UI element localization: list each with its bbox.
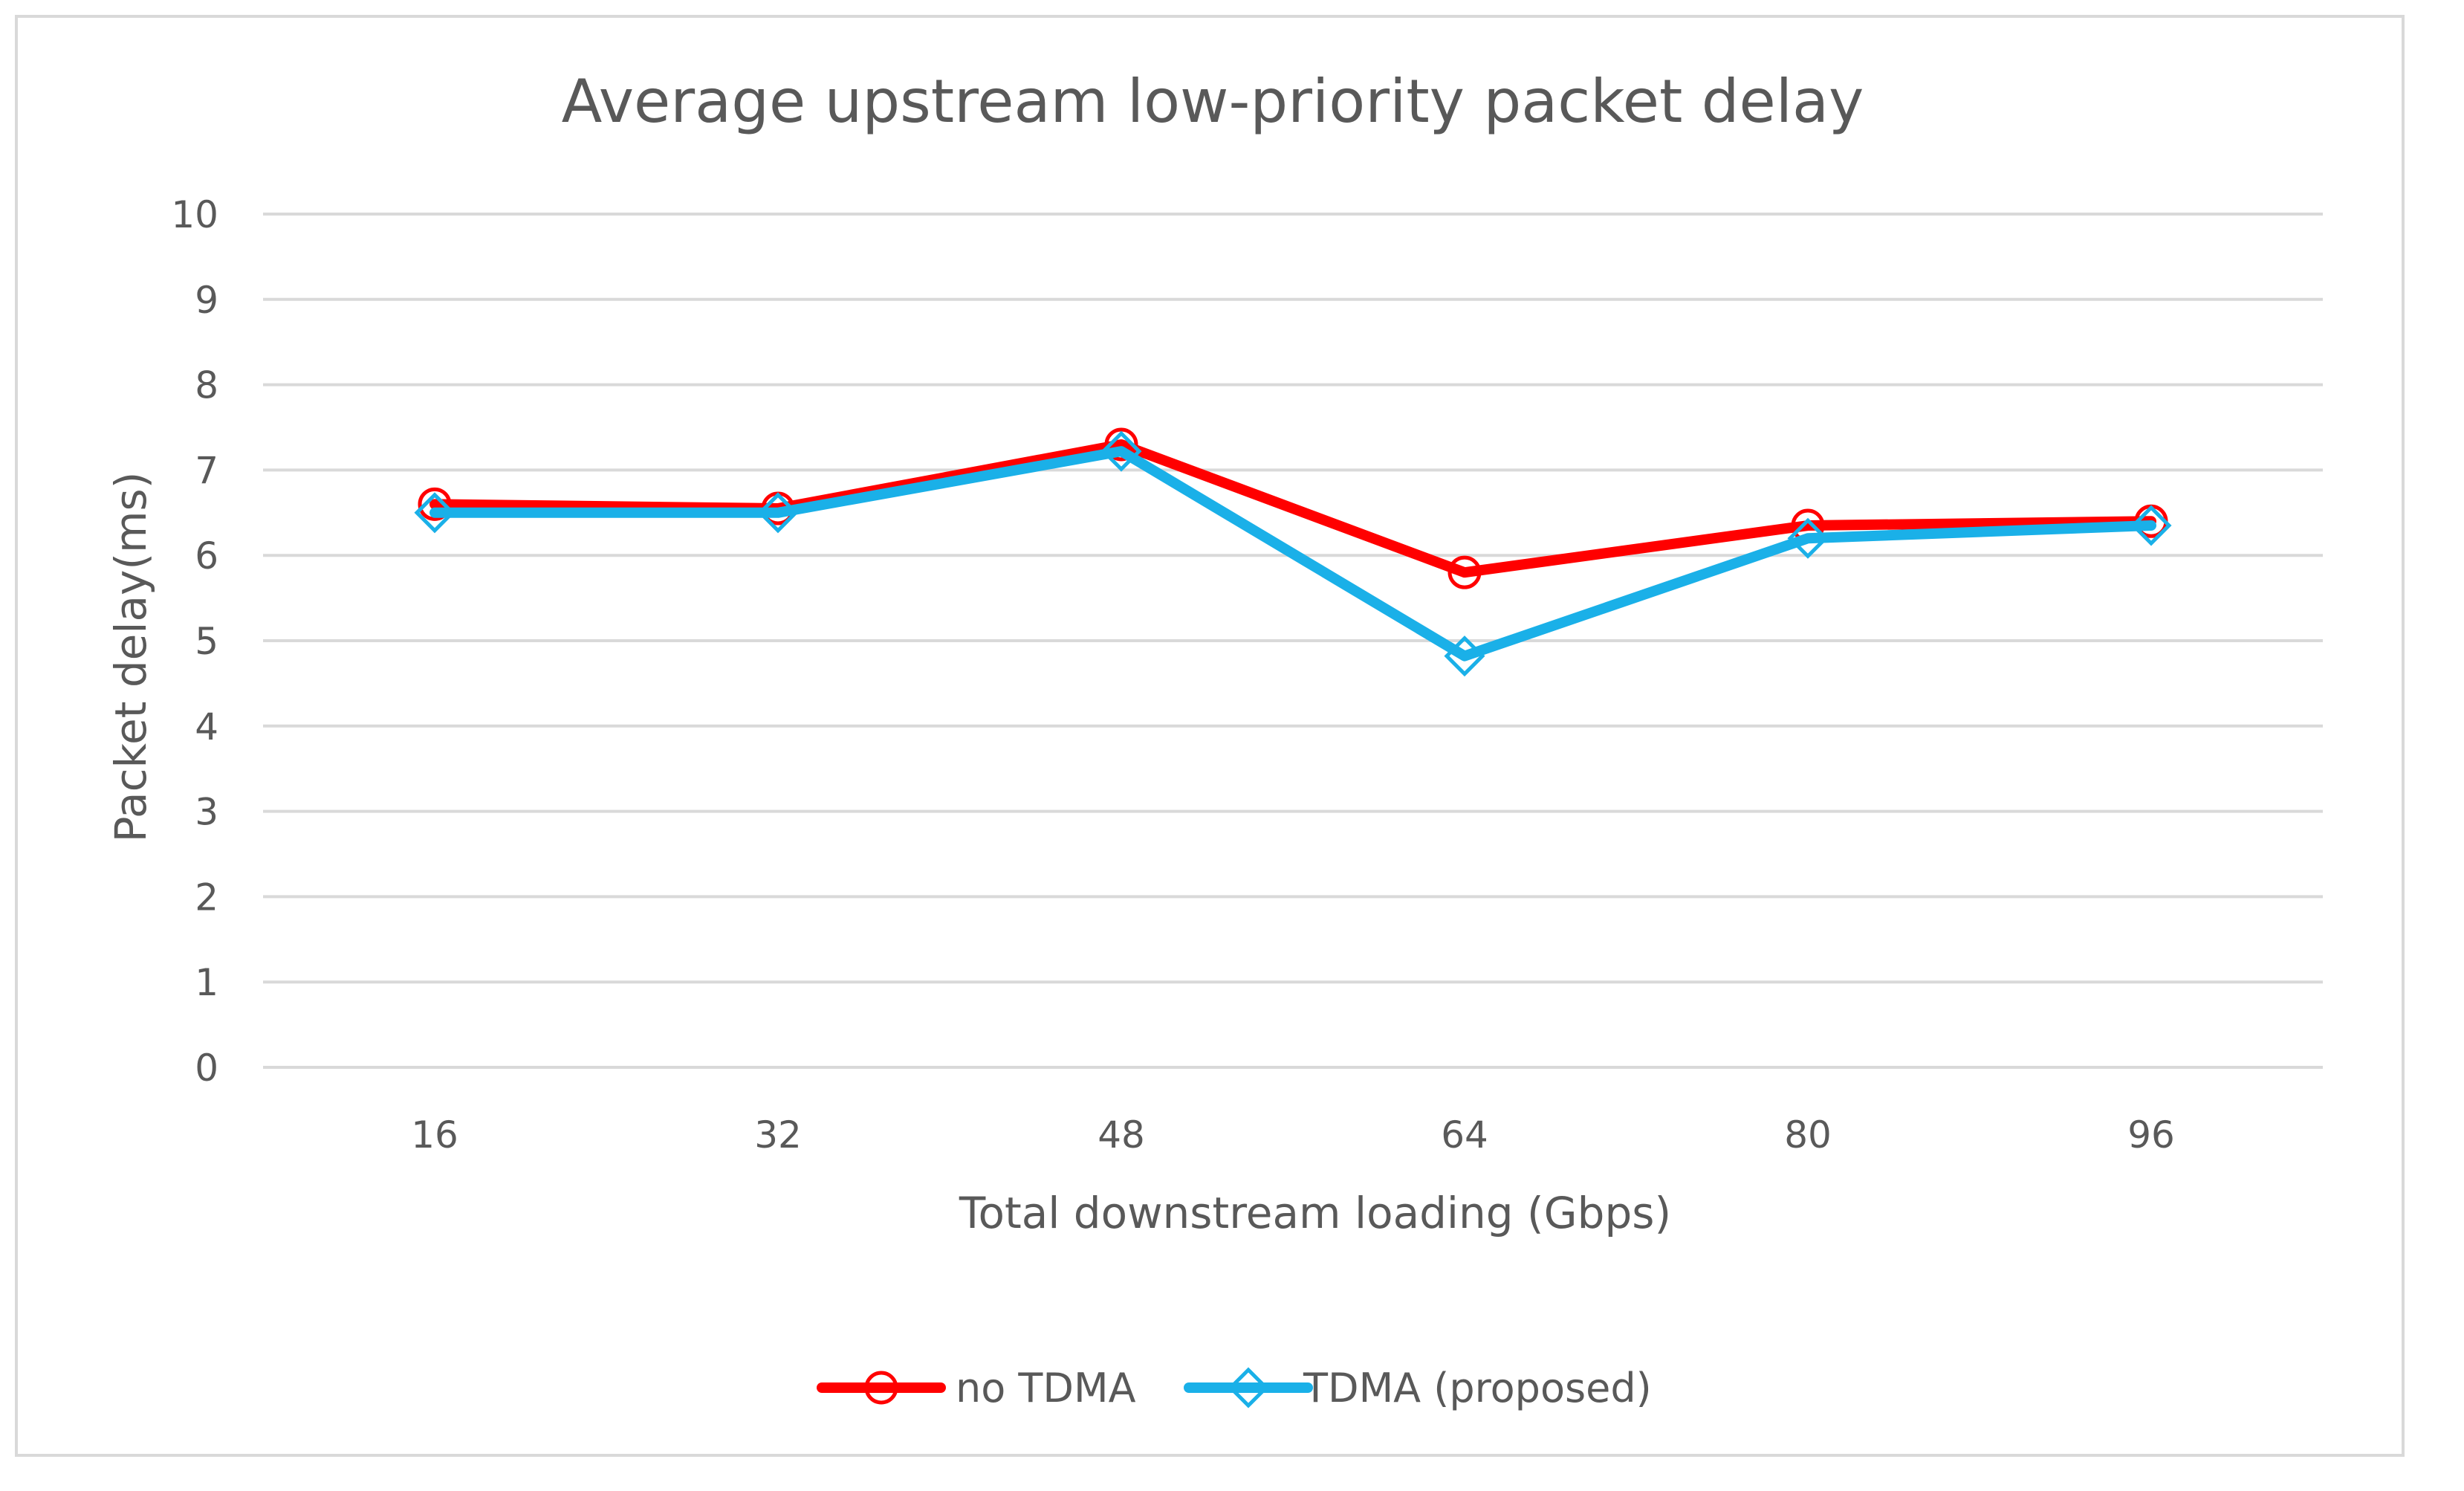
data-point-marker <box>1787 517 1829 559</box>
data-point-marker <box>418 487 452 521</box>
y-tick-label: 3 <box>195 791 218 834</box>
y-tick-label: 6 <box>195 534 218 578</box>
y-tick-label: 10 <box>171 193 218 236</box>
data-point-marker <box>2130 505 2172 546</box>
y-tick-label: 0 <box>195 1047 218 1090</box>
chart-frame: Average upstream low-priority packet del… <box>15 15 2405 1457</box>
legend-item: TDMA (proposed) <box>1184 1365 1652 1411</box>
x-tick-label: 16 <box>411 1113 458 1157</box>
data-point-marker <box>1100 430 1142 472</box>
series-tdma-proposed <box>414 430 2172 677</box>
x-tick-label: 96 <box>2127 1113 2175 1157</box>
legend: no TDMA TDMA (proposed) <box>817 1365 1652 1411</box>
data-point-marker <box>414 492 455 534</box>
x-tick-label: 48 <box>1098 1113 1145 1157</box>
legend-marker <box>864 1371 898 1405</box>
data-point-marker <box>1447 555 1482 589</box>
y-tick-label: 7 <box>195 449 218 492</box>
x-axis-label: Total downstream loading (Gbps) <box>959 1188 1671 1238</box>
y-axis-label: Packet delay(ms) <box>106 472 156 843</box>
series-layer <box>414 427 2172 677</box>
legend-label: TDMA (proposed) <box>1303 1365 1652 1411</box>
y-tick-label: 5 <box>195 620 218 663</box>
data-point-marker <box>757 492 799 534</box>
y-tick-label: 8 <box>195 364 218 407</box>
chart-svg: Average upstream low-priority packet del… <box>106 67 2323 1411</box>
y-tick-labels: 0 1 2 3 4 5 6 7 8 9 10 <box>171 193 218 1090</box>
legend-marker <box>1228 1367 1269 1408</box>
y-tick-label: 1 <box>195 961 218 1004</box>
y-tick-label: 4 <box>195 705 218 748</box>
series-line <box>429 446 2156 662</box>
y-tick-label: 9 <box>195 279 218 322</box>
x-tick-label: 80 <box>1784 1113 1832 1157</box>
gridlines <box>263 213 2323 1069</box>
chart-title: Average upstream low-priority packet del… <box>562 67 1864 136</box>
data-point-marker <box>1444 635 1485 677</box>
x-tick-labels: 16 32 48 64 80 96 <box>411 1113 2175 1157</box>
x-tick-label: 32 <box>754 1113 802 1157</box>
y-tick-label: 2 <box>195 876 218 919</box>
legend-item: no TDMA <box>817 1365 1136 1411</box>
x-tick-label: 64 <box>1441 1113 1488 1157</box>
data-point-marker <box>1104 427 1138 462</box>
legend-label: no TDMA <box>956 1365 1136 1411</box>
